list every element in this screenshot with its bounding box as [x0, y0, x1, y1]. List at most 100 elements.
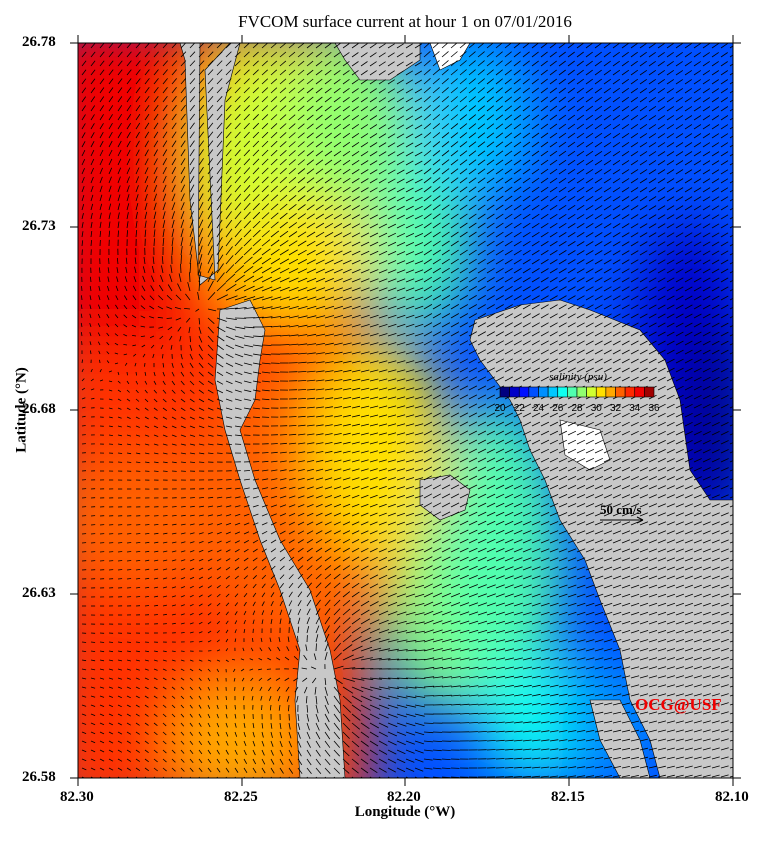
current-vector: [423, 502, 433, 508]
current-vector: [549, 114, 558, 121]
current-vector: [333, 433, 342, 436]
current-vector: [630, 214, 639, 220]
current-vector: [576, 648, 586, 652]
current-vector: [486, 51, 494, 58]
current-vector: [666, 178, 675, 184]
current-vector: [441, 213, 450, 220]
current-vector: [288, 504, 296, 508]
current-vector: [675, 630, 685, 634]
current-vector: [279, 296, 291, 301]
current-vector: [612, 87, 621, 94]
current-vector: [477, 403, 487, 409]
current-vector: [513, 258, 522, 265]
current-vector: [279, 150, 287, 157]
current-vector: [621, 630, 631, 634]
current-vector: [612, 458, 621, 463]
current-vector: [675, 584, 685, 589]
current-vector: [648, 78, 657, 85]
current-vector: [342, 159, 351, 166]
current-vector: [270, 267, 281, 274]
current-vector: [423, 439, 432, 445]
current-vector: [702, 521, 711, 526]
current-vector: [297, 43, 305, 49]
current-vector: [261, 257, 272, 265]
current-vector: [531, 268, 540, 274]
current-vector: [252, 531, 259, 535]
current-vector: [225, 237, 233, 247]
current-vector: [279, 618, 282, 625]
current-vector: [630, 51, 638, 58]
current-vector: [189, 236, 193, 247]
current-vector: [612, 43, 620, 49]
current-vector: [423, 51, 431, 58]
current-vector: [558, 195, 567, 202]
current-vector: [585, 439, 594, 445]
current-vector: [621, 467, 630, 472]
current-vector: [549, 358, 558, 364]
current-vector: [270, 380, 280, 382]
current-vector: [306, 460, 315, 463]
current-vector: [693, 79, 702, 85]
current-vector: [405, 278, 415, 283]
current-vector: [585, 186, 594, 193]
current-vector: [234, 620, 238, 625]
current-vector: [270, 513, 277, 517]
current-vector: [124, 362, 128, 366]
current-vector: [666, 503, 675, 508]
current-vector: [243, 96, 250, 103]
current-vector: [324, 442, 333, 445]
current-vector: [306, 495, 314, 499]
current-vector: [333, 287, 343, 292]
current-vector: [81, 415, 86, 418]
current-vector: [378, 314, 388, 319]
current-vector: [531, 286, 540, 292]
current-vector: [486, 557, 496, 562]
current-vector: [594, 60, 602, 67]
current-vector: [90, 96, 96, 103]
current-vector: [648, 349, 657, 355]
current-vector: [495, 457, 505, 463]
current-vector: [414, 106, 423, 112]
current-vector: [378, 296, 388, 301]
current-vector: [207, 122, 214, 130]
current-vector: [612, 322, 621, 328]
current-vector: [495, 430, 505, 436]
current-vector: [495, 168, 504, 175]
current-vector: [288, 105, 296, 112]
current-vector: [621, 268, 630, 274]
current-vector: [342, 43, 350, 49]
current-vector: [594, 331, 603, 337]
current-vector: [153, 577, 159, 580]
current-vector: [378, 106, 387, 112]
current-vector: [405, 530, 415, 535]
current-vector: [166, 317, 173, 319]
current-vector: [477, 168, 486, 175]
current-vector: [171, 604, 177, 607]
current-vector: [729, 361, 733, 364]
current-vector: [432, 204, 441, 211]
current-vector: [693, 639, 702, 643]
current-vector: [459, 358, 469, 364]
current-vector: [99, 650, 105, 653]
current-vector: [558, 430, 568, 436]
current-vector: [468, 322, 477, 328]
current-vector: [369, 214, 378, 220]
current-vector: [693, 277, 702, 283]
current-vector: [252, 398, 261, 401]
current-vector: [170, 264, 173, 274]
current-vector: [675, 412, 684, 418]
current-vector: [585, 521, 595, 526]
current-vector: [432, 457, 442, 463]
current-vector: [459, 457, 469, 463]
current-vector: [486, 430, 496, 436]
current-vector: [648, 295, 657, 301]
current-vector: [216, 193, 223, 202]
current-vector: [531, 448, 541, 454]
current-vector: [378, 610, 389, 616]
current-vector: [702, 440, 711, 445]
current-vector: [666, 648, 676, 652]
current-vector: [684, 629, 694, 634]
current-vector: [621, 602, 631, 607]
current-vector: [351, 159, 360, 166]
current-vector: [396, 378, 406, 382]
